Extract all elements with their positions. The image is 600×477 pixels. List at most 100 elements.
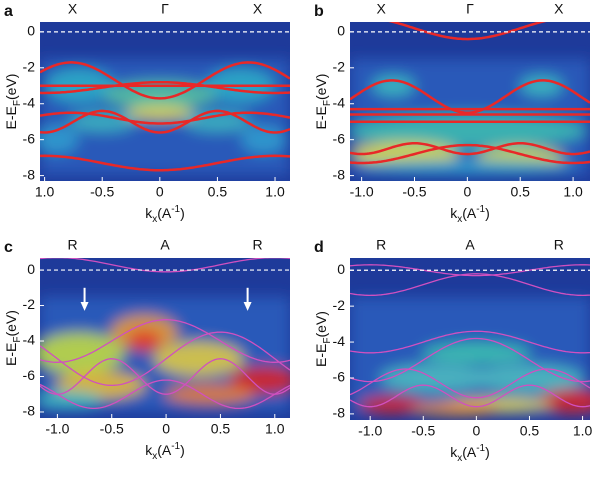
label-part: ) (485, 444, 490, 460)
symmetry-point: Γ (161, 1, 169, 17)
intensity-spot (519, 75, 564, 97)
intensity-spot (358, 395, 425, 414)
intensity-spot (127, 330, 162, 352)
y-tick-label: -2 (23, 296, 36, 312)
label-part: (eV) (313, 74, 329, 100)
band (40, 109, 290, 134)
label-sup: -1 (476, 204, 485, 215)
y-tick-label: -4 (333, 94, 346, 110)
symmetry-point: R (252, 237, 262, 253)
y-tick-label: 0 (337, 23, 345, 39)
arrow-head (243, 301, 252, 311)
band (350, 79, 590, 114)
label-part: E-E (313, 106, 329, 129)
band-lines (350, 264, 590, 408)
x-tick-label: -0.5 (90, 184, 114, 200)
x-tick-label: 0 (463, 184, 471, 200)
label-sub: x (152, 451, 157, 462)
band (350, 330, 590, 354)
band (40, 111, 290, 125)
band (40, 80, 290, 95)
label-part: (A (462, 205, 477, 221)
x-tick-label: -0.5 (402, 184, 426, 200)
x-tick-label: 0.5 (510, 184, 530, 200)
band-lines (40, 61, 290, 172)
intensity-spot (411, 401, 499, 416)
symmetry-point: R (554, 237, 564, 253)
intensity (350, 58, 590, 176)
y-tick-label: -4 (333, 333, 346, 349)
panel: d R A R 0 -2 -4 -6 -8 -1.0 -0.5 0 0.5 1.0 E-EF(eV) kx(A… (313, 237, 593, 464)
panel: c R A R 0 -2 -4 -6 -8 -1.0 -0.5 0 0.5 1.0 E-EF(eV) kx(A… (3, 237, 290, 462)
label-sup: -1 (476, 443, 485, 454)
intensity-spot (125, 105, 194, 120)
y-axis-label: E-EF(eV) (313, 311, 333, 367)
y-tick-label: -4 (23, 94, 36, 110)
y-axis-label: E-EF(eV) (3, 310, 23, 366)
label-sub: F (12, 337, 23, 343)
intensity-map (40, 258, 290, 418)
x-tick-label: -1.0 (45, 421, 69, 437)
band (350, 273, 590, 297)
y-tick-label: -8 (23, 403, 36, 419)
label-part: (eV) (3, 310, 19, 336)
band (40, 258, 290, 273)
band (350, 143, 590, 165)
y-tick-label: 0 (337, 261, 345, 277)
band-lines (40, 258, 290, 410)
intensity-spot (183, 111, 252, 133)
symmetry-point: R (67, 237, 77, 253)
intensity-spot (421, 342, 531, 364)
band (350, 337, 590, 383)
x-tick-label: 1.0 (265, 421, 285, 437)
x-tick-label: 1.0 (35, 184, 55, 200)
band (40, 331, 290, 387)
x-axis-label: kx(A-1) (450, 204, 490, 225)
intensity-spot (371, 75, 416, 97)
y-tick-label: -6 (23, 367, 36, 383)
symmetry-point: R (376, 237, 386, 253)
label-sub: x (457, 214, 462, 225)
x-axis-label: kx(A-1) (145, 204, 185, 225)
x-tick-label: -1.0 (350, 184, 374, 200)
panel: b X Γ X 0 -2 -4 -6 -8-1.0 -0.5 0 0.5 1.0 E-EF(eV) kx(A… (313, 1, 590, 225)
band (40, 61, 290, 100)
arrow-head (80, 301, 89, 311)
x-tick-label: -0.5 (100, 421, 124, 437)
symmetry-point: X (68, 1, 78, 17)
intensity-spot (68, 111, 137, 133)
intensity-spot (102, 80, 217, 109)
x-tick-label: 0 (156, 184, 164, 200)
panel-label: a (4, 3, 13, 20)
y-tick-label: -6 (333, 369, 346, 385)
y-axis-label: E-EF(eV) (313, 74, 333, 130)
symmetry-point: A (465, 237, 475, 253)
band (40, 358, 290, 395)
label-part: E-E (3, 343, 19, 366)
label-sub: x (152, 214, 157, 225)
label-part: E-E (3, 106, 19, 129)
panel-label: c (4, 239, 13, 256)
label-sub: F (12, 100, 23, 106)
x-tick-label: 1.0 (563, 184, 583, 200)
intensity-spot (40, 390, 103, 409)
panel-label: b (314, 3, 324, 20)
x-tick-label: 0.5 (520, 423, 540, 439)
label-sub: F (322, 100, 333, 106)
band (40, 379, 290, 410)
band (350, 384, 590, 408)
x-tick-label: 0 (472, 423, 480, 439)
label-sub: x (457, 453, 462, 464)
x-tick-label: 1.0 (573, 423, 593, 439)
label-part: k (450, 444, 458, 460)
intensity-spot (474, 363, 585, 393)
label-part: (eV) (3, 74, 19, 100)
intensity-spot (40, 332, 125, 375)
intensity-map (350, 258, 590, 420)
label-sup: -1 (171, 441, 180, 452)
y-tick-label: -6 (333, 130, 346, 146)
x-axis-label: kx(A-1) (145, 441, 185, 462)
intensity (40, 296, 290, 412)
x-tick-label: -1.0 (358, 423, 382, 439)
